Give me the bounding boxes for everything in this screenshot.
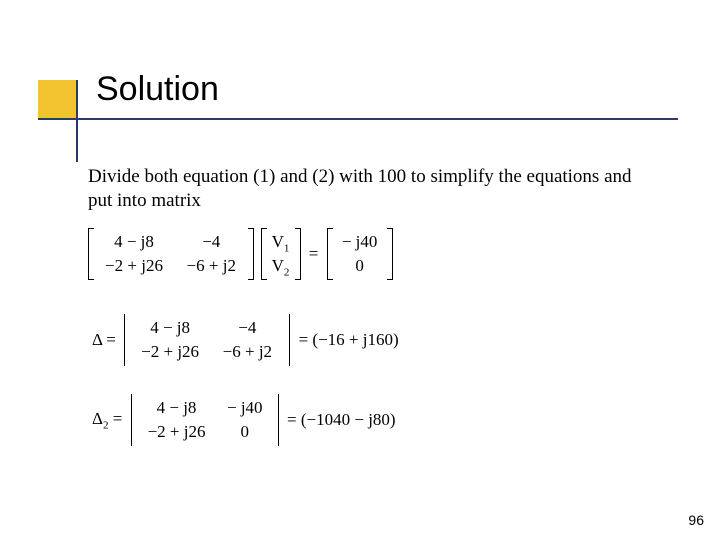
delta-label: Δ = — [88, 330, 120, 350]
delta2-result: = (−1040 − j80) — [283, 410, 400, 430]
cell: 0 — [219, 420, 271, 444]
delta-result: = (−16 + j160) — [295, 330, 403, 350]
accent-vertical — [76, 80, 78, 162]
determinant-delta: Δ = 4 − j8 −2 + j26 −4 −6 + j2 = (−16 + … — [88, 314, 403, 366]
accent-underline — [38, 118, 678, 120]
cell: −4 — [212, 316, 282, 340]
slide-body-text: Divide both equation (1) and (2) with 10… — [88, 165, 648, 213]
cell: 4 − j8 — [139, 396, 215, 420]
cell: − j40 — [335, 230, 385, 254]
cell: V2 — [269, 254, 293, 278]
cell: V1 — [269, 230, 293, 254]
accent-square — [38, 80, 78, 120]
cell: −4 — [176, 230, 246, 254]
delta2-label: Δ2 = — [88, 409, 126, 431]
det-matrix: 4 − j8 −2 + j26 −4 −6 + j2 — [124, 314, 290, 366]
matrix-A: 4 − j8 −2 + j26 −4 −6 + j2 — [88, 228, 254, 280]
cell: 4 − j8 — [96, 230, 172, 254]
cell: −2 + j26 — [139, 420, 215, 444]
cell: 0 — [335, 254, 385, 278]
cell: −2 + j26 — [132, 340, 208, 364]
vector-X: V1 V2 — [261, 228, 301, 280]
cell: −6 + j2 — [212, 340, 282, 364]
equals-sign: = — [305, 244, 323, 264]
matrix-equation: 4 − j8 −2 + j26 −4 −6 + j2 V1 V2 = − j40… — [88, 228, 393, 280]
vector-B: − j40 0 — [327, 228, 393, 280]
slide-title: Solution — [96, 70, 219, 109]
page-number: 96 — [688, 512, 704, 528]
cell: − j40 — [219, 396, 271, 420]
determinant-delta2: Δ2 = 4 − j8 −2 + j26 − j40 0 = (−1040 − … — [88, 394, 400, 446]
cell: −6 + j2 — [176, 254, 246, 278]
cell: 4 − j8 — [132, 316, 208, 340]
det2-matrix: 4 − j8 −2 + j26 − j40 0 — [131, 394, 279, 446]
cell: −2 + j26 — [96, 254, 172, 278]
